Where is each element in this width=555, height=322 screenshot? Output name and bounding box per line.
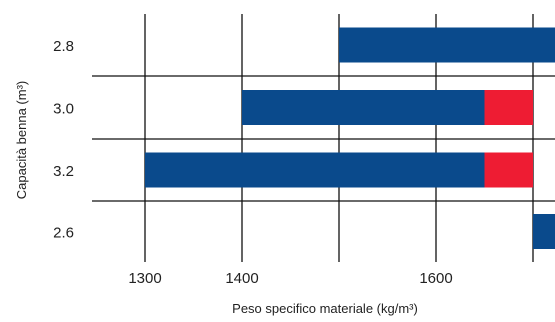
y-tick-label-3.2: 3.2 xyxy=(53,163,74,180)
y-tick-label-2.6: 2.6 xyxy=(53,225,74,242)
y-tick-label-3.0: 3.0 xyxy=(53,101,74,118)
bar-blue-3.2 xyxy=(145,152,485,188)
bar-blue-2.6 xyxy=(533,214,555,249)
y-tick-labels: 2.8 3.0 3.2 2.6 xyxy=(53,38,74,242)
y-axis-title: Capacità benna (m³) xyxy=(14,81,29,200)
x-tick-label-1300: 1300 xyxy=(128,270,161,287)
bar-red-3.0 xyxy=(484,90,533,125)
x-axis-title: Peso specifico materiale (kg/m³) xyxy=(232,301,418,316)
x-tick-label-1400: 1400 xyxy=(225,270,258,287)
y-tick-label-2.8: 2.8 xyxy=(53,38,74,55)
x-tick-labels: 13001400160018002000 xyxy=(128,270,452,287)
bar-red-3.2 xyxy=(484,152,533,188)
bar-blue-3.0 xyxy=(242,90,485,125)
x-tick-label-1600: 1600 xyxy=(419,270,452,287)
bars xyxy=(145,27,555,249)
bar-blue-2.8 xyxy=(339,27,555,63)
